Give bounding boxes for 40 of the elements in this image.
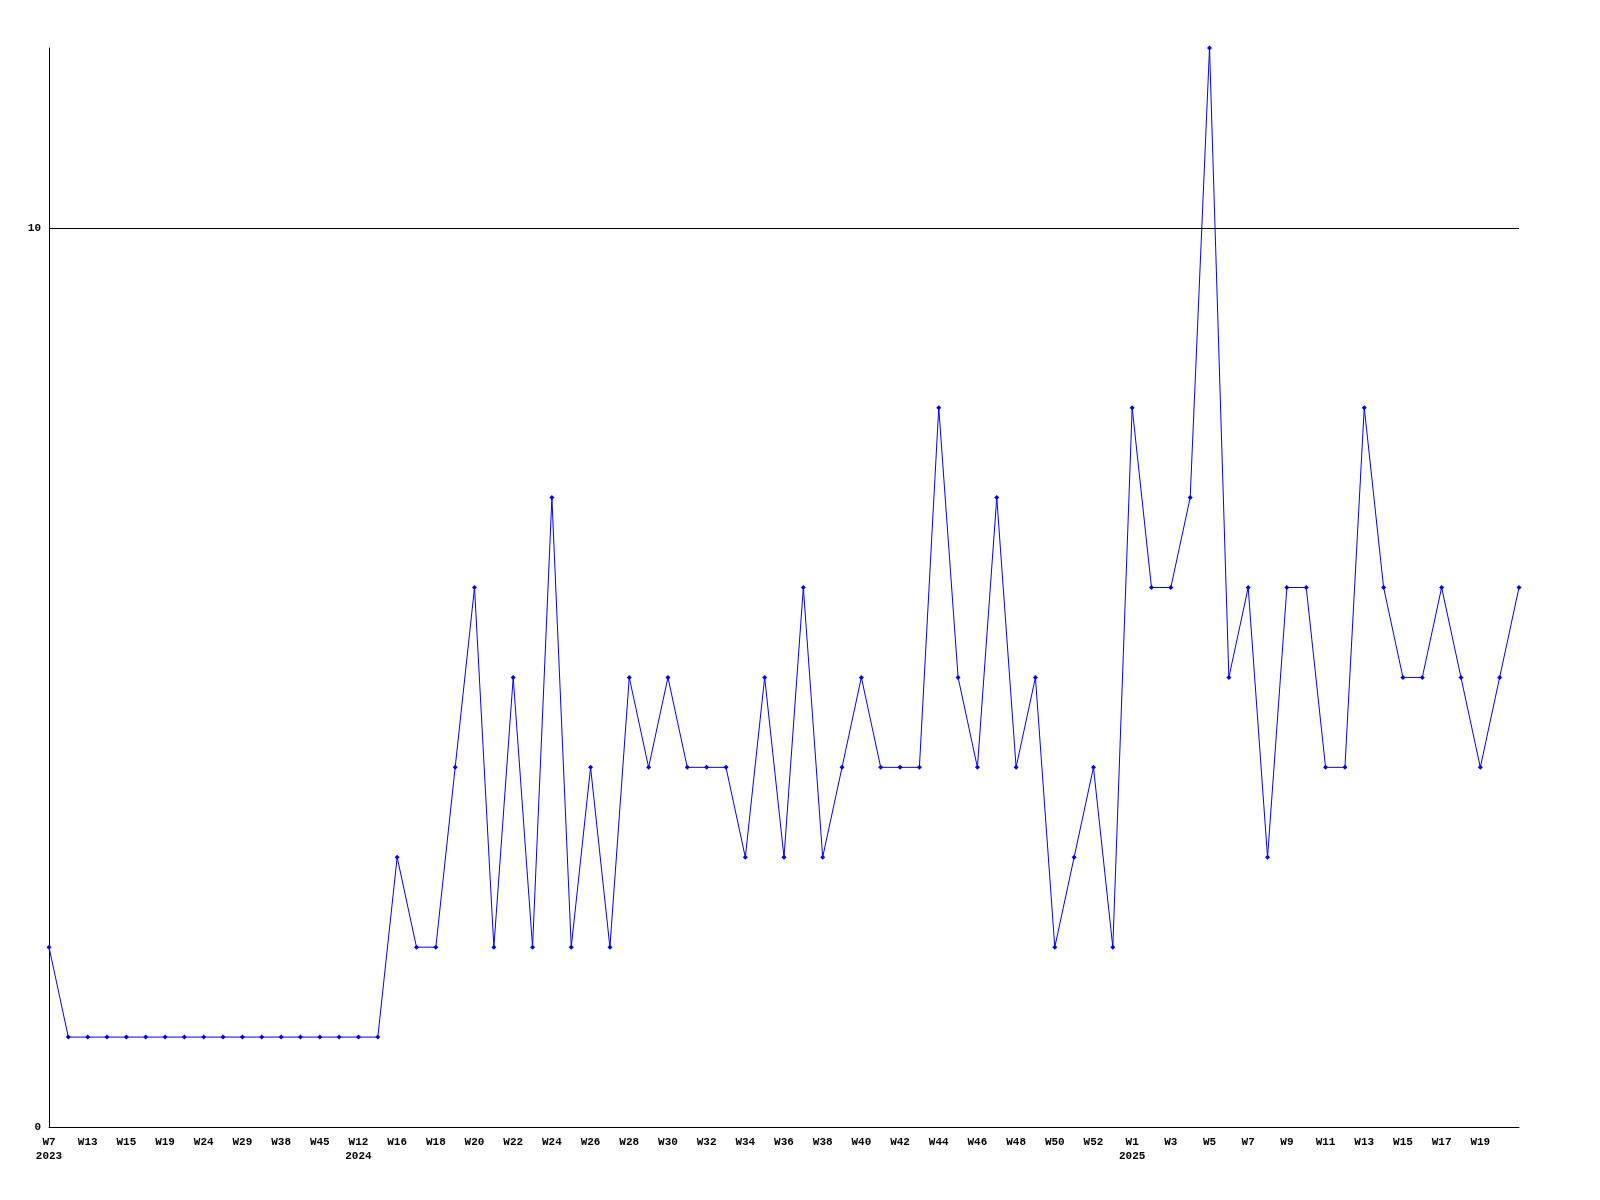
x-tick-label: W24 bbox=[193, 1136, 215, 1148]
x-tick-label: W52 bbox=[1083, 1136, 1104, 1148]
x-tick-label: W7 bbox=[1241, 1136, 1255, 1148]
x-tick-label: W40 bbox=[851, 1136, 872, 1148]
x-tick-label: W46 bbox=[967, 1136, 988, 1148]
x-tick-label: W15 bbox=[116, 1136, 137, 1148]
x-tick-label: W44 bbox=[928, 1136, 950, 1148]
x-tick-label: W38 bbox=[271, 1136, 292, 1148]
x-tick-label: W24 bbox=[541, 1136, 563, 1148]
x-tick-label: W22 bbox=[503, 1136, 524, 1148]
x-tick-label: W13 bbox=[77, 1136, 98, 1148]
x-tick-label: W36 bbox=[774, 1136, 794, 1148]
x-tick-label: W45 bbox=[309, 1136, 331, 1148]
x-tick-label: W7 2023 bbox=[35, 1136, 63, 1162]
x-tick-label: W5 bbox=[1202, 1136, 1217, 1148]
x-tick-label: W34 bbox=[735, 1136, 756, 1148]
x-tick-label: W18 bbox=[425, 1136, 447, 1148]
x-tick-label: W26 bbox=[580, 1136, 601, 1148]
x-tick-label: W19 bbox=[1470, 1136, 1491, 1148]
x-tick-label: W50 bbox=[1044, 1136, 1065, 1148]
x-tick-label: W16 bbox=[387, 1136, 408, 1148]
x-tick-label: W29 bbox=[232, 1136, 253, 1148]
y-tick-label: 10 bbox=[27, 221, 41, 234]
x-tick-label: W15 bbox=[1393, 1136, 1414, 1148]
x-tick-label: W9 bbox=[1280, 1136, 1294, 1148]
x-tick-label: W30 bbox=[658, 1136, 678, 1148]
x-tick-label: W11 bbox=[1315, 1136, 1336, 1148]
y-tick-label: 0 bbox=[34, 1121, 41, 1133]
x-tick-label: W3 bbox=[1164, 1136, 1178, 1148]
x-tick-label: W12 2024 bbox=[345, 1136, 373, 1162]
x-tick-label: W13 bbox=[1354, 1136, 1375, 1148]
x-tick-label: W28 bbox=[619, 1136, 640, 1148]
x-tick-label: W17 bbox=[1431, 1136, 1452, 1148]
x-tick-label: W42 bbox=[890, 1136, 910, 1148]
x-tick-label: W20 bbox=[464, 1136, 485, 1148]
x-tick-label: W1 2025 bbox=[1118, 1136, 1146, 1162]
x-tick-label: W48 bbox=[1006, 1136, 1027, 1148]
x-tick-label: W38 bbox=[812, 1136, 833, 1148]
x-tick-label: W32 bbox=[696, 1136, 717, 1148]
x-tick-label: W19 bbox=[155, 1136, 175, 1148]
